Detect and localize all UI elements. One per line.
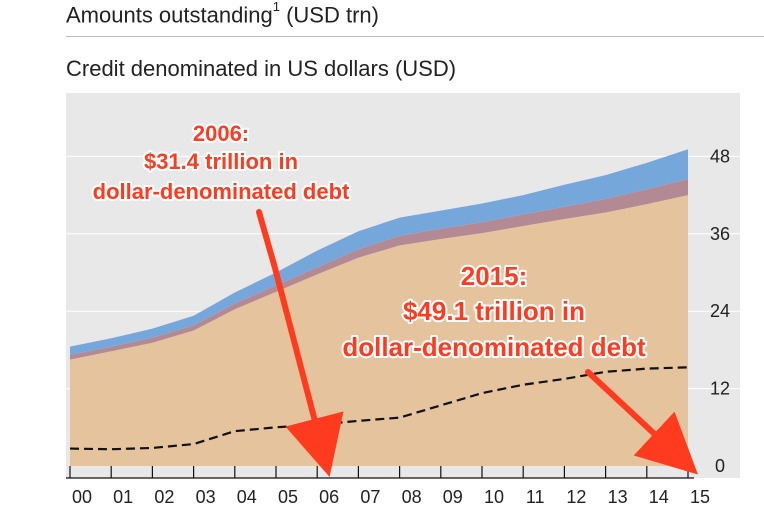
annotation-2015-amount-halo: $49.1 trillion in	[403, 296, 585, 326]
title-divider	[66, 36, 764, 37]
x-tick-label: 10	[484, 487, 504, 507]
annotation-arrow-2015	[585, 369, 698, 475]
dashed-series-line	[69, 366, 689, 451]
annotation-2006-amount: $31.4 trillion in	[144, 149, 298, 174]
area-series-base	[70, 195, 688, 466]
chart-title-text: Amounts outstanding	[66, 2, 273, 28]
annotation-2006-amount-halo: $31.4 trillion in	[144, 149, 298, 174]
x-tick-label: 13	[608, 487, 628, 507]
annotation-2015-desc-halo: dollar-denominated debt	[342, 332, 646, 362]
x-tick-label: 04	[237, 487, 257, 507]
x-tick-label: 03	[196, 487, 216, 507]
chart-title: Amounts outstanding1 (USD trn)	[66, 0, 379, 28]
x-tick-label: 00	[72, 487, 92, 507]
x-tick-label: 01	[113, 487, 133, 507]
x-tick-label: 07	[360, 487, 380, 507]
x-tick-label: 12	[566, 487, 586, 507]
annotation-2015-year-halo: 2015:	[461, 261, 528, 291]
chart-title-unit: (USD trn)	[286, 2, 379, 28]
x-tick-label: 08	[402, 487, 422, 507]
chart-subtitle: Credit denominated in US dollars (USD)	[66, 56, 457, 81]
annotation-2006-year-halo: 2006:	[193, 121, 249, 146]
x-tick-label: 15	[690, 487, 710, 507]
y-tick-label: 24	[710, 301, 730, 321]
annotation-2006-desc: dollar-denominated debt	[93, 179, 350, 204]
x-tick-label: 06	[319, 487, 339, 507]
annotation-2006-desc-halo: dollar-denominated debt	[93, 179, 350, 204]
annotation-2015-amount: $49.1 trillion in	[403, 296, 585, 326]
x-tick-label: 09	[443, 487, 463, 507]
y-tick-label: 36	[710, 224, 730, 244]
annotation-2015-desc: dollar-denominated debt	[342, 332, 646, 362]
x-tick-label: 02	[154, 487, 174, 507]
x-tick-label: 14	[649, 487, 669, 507]
annotation-2015-year: 2015:	[461, 261, 528, 291]
x-tick-label: 11	[526, 487, 545, 507]
annotation-arrow-2006	[256, 209, 344, 478]
footnote-marker: 1	[272, 0, 280, 14]
area-series-top	[70, 149, 688, 356]
y-tick-label: 48	[710, 146, 730, 166]
x-tick-label: 05	[278, 487, 298, 507]
area-series-middle	[70, 178, 688, 360]
y-tick-label: 0	[715, 456, 725, 476]
annotation-2006-year: 2006:	[193, 121, 249, 146]
y-tick-label: 12	[710, 379, 730, 399]
